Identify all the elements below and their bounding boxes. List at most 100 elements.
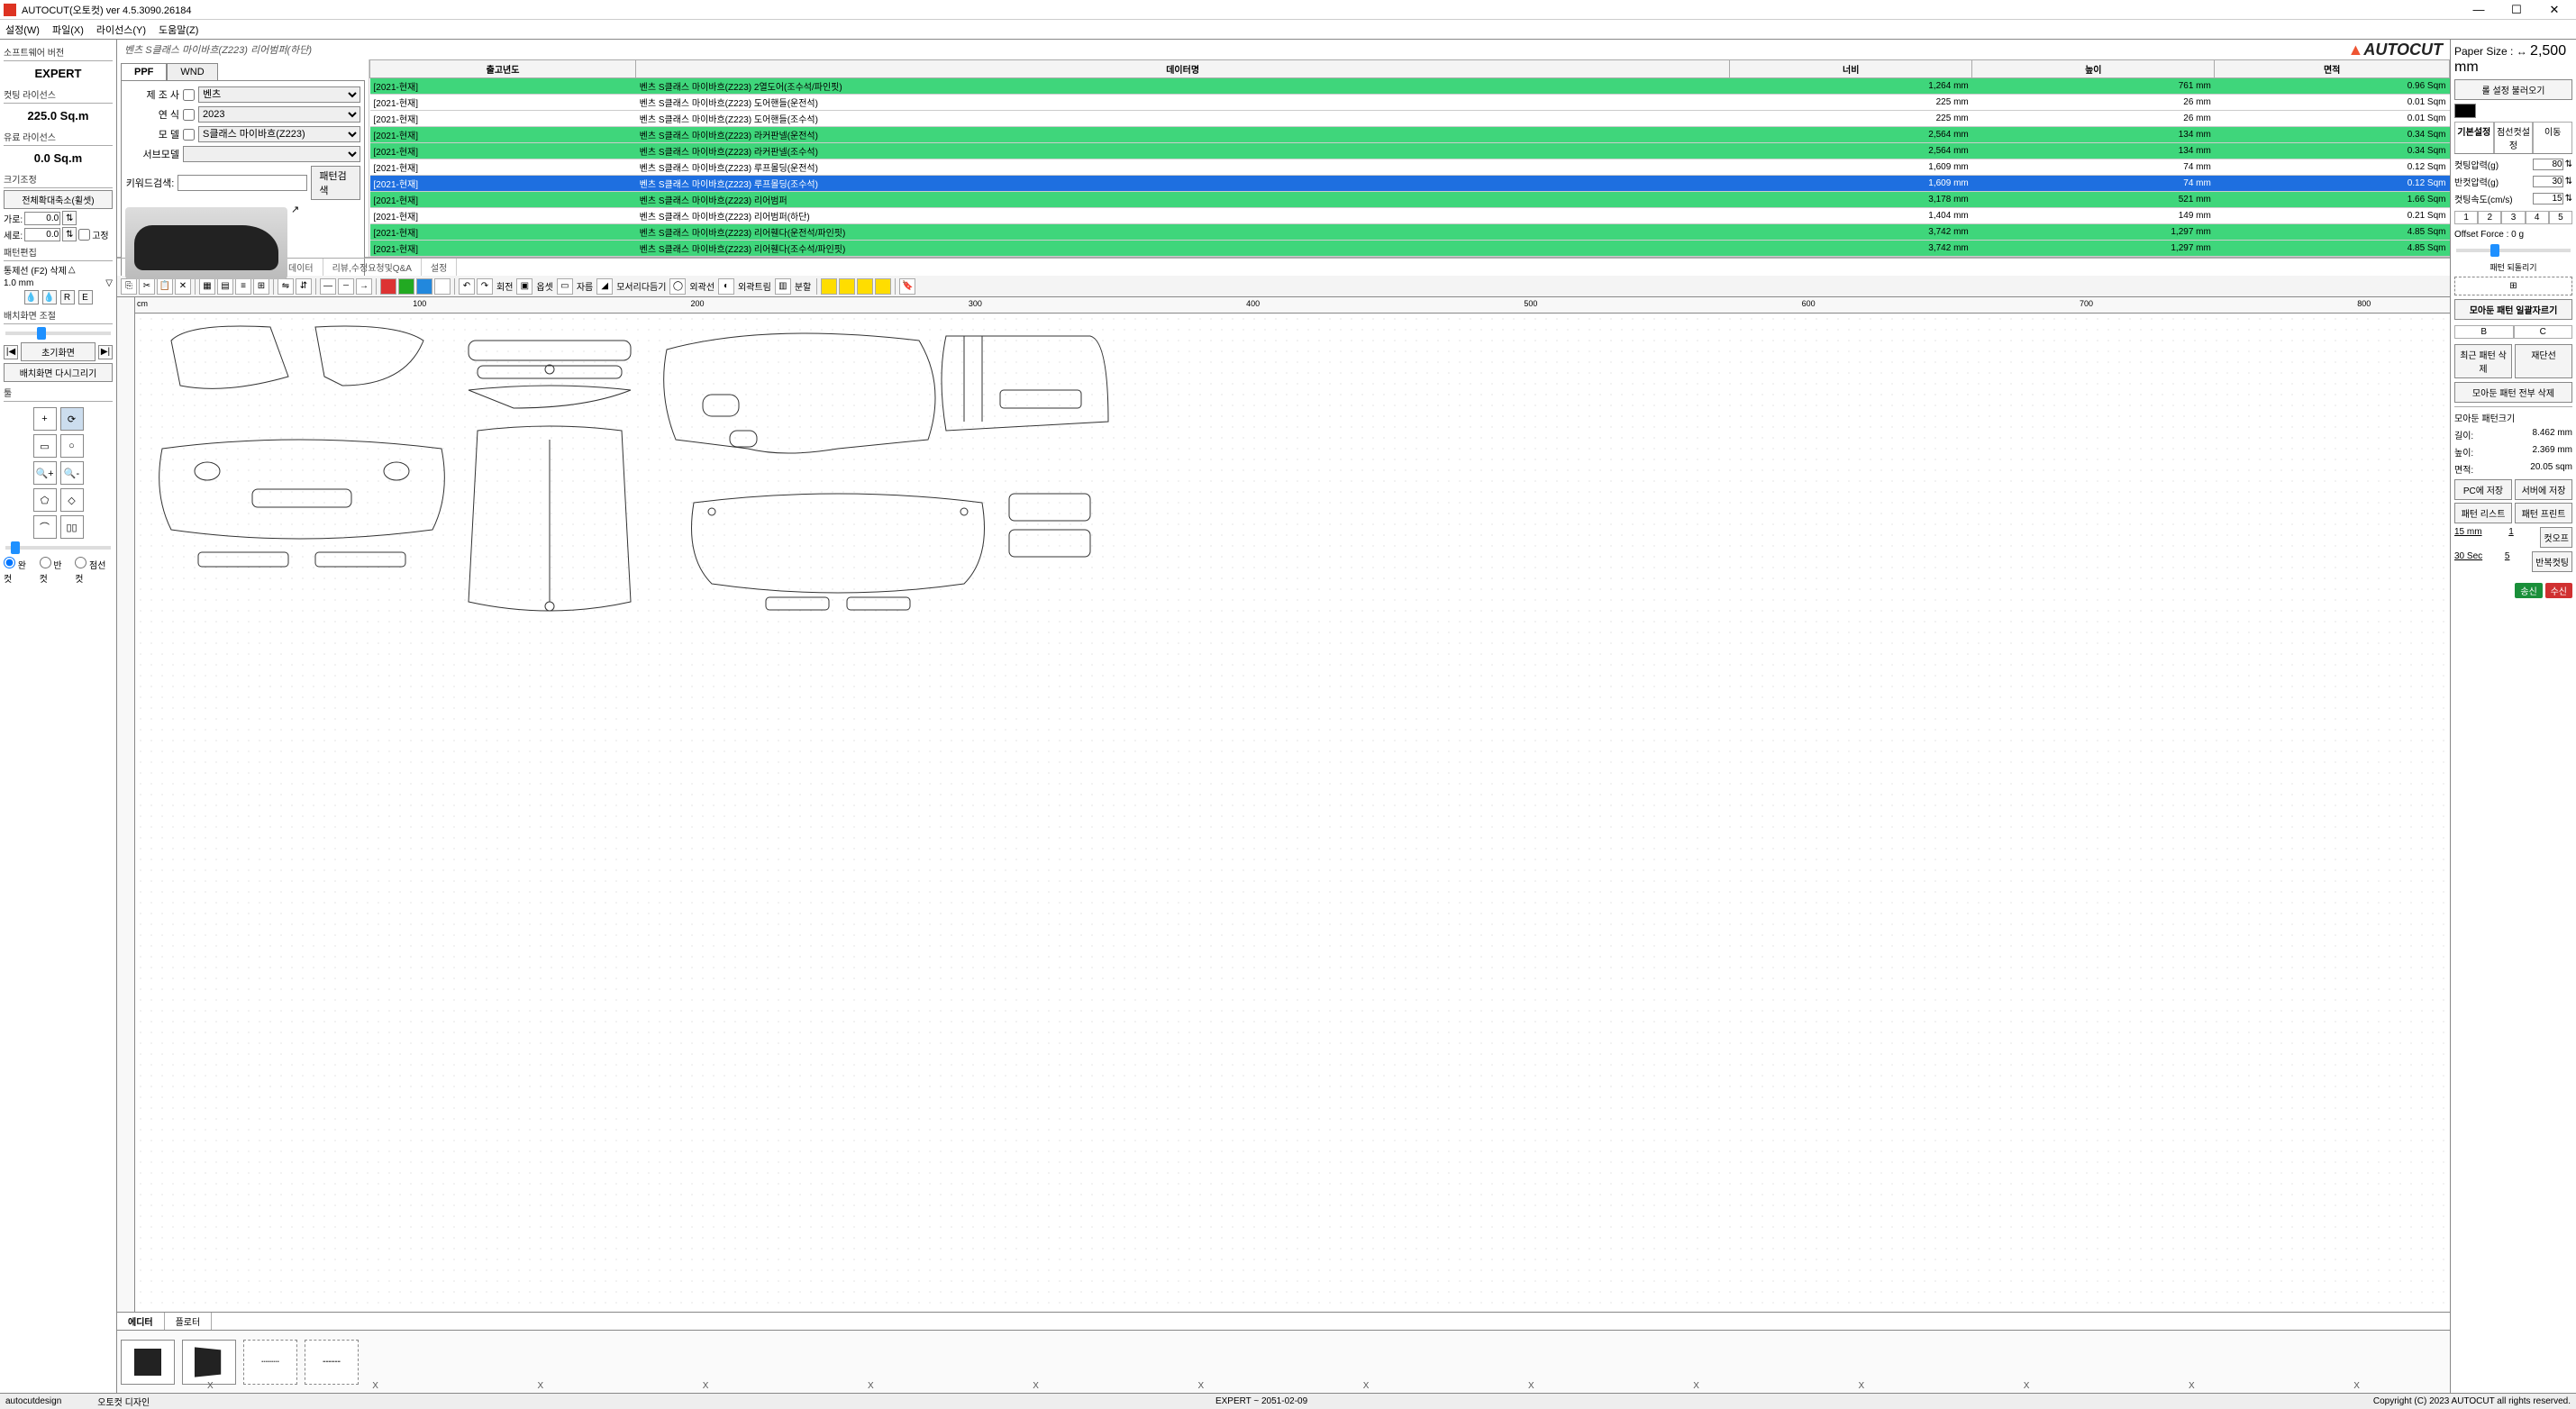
thumb-2[interactable] [182, 1340, 236, 1385]
table-row[interactable]: [2021-현재]벤츠 S클래스 마이바흐(Z223) 리어범퍼(하단)1,40… [370, 208, 2450, 224]
col-height[interactable]: 높이 [1972, 60, 2215, 78]
tb-flip-h-icon[interactable]: ⇋ [278, 278, 294, 295]
tool-shape[interactable]: ◇ [60, 488, 84, 512]
pattern-drop-zone[interactable]: ⊞ [2454, 277, 2572, 295]
del-all-button[interactable]: 모아둔 패턴 전부 삭제 [2454, 382, 2572, 403]
tool-zoom-out[interactable]: 🔍- [60, 461, 84, 485]
tb-red-icon[interactable] [380, 278, 396, 295]
thumb-3[interactable]: ┄┄┄ [243, 1340, 297, 1385]
table-row[interactable]: [2021-현재]벤츠 S클래스 마이바흐(Z223) 라커판넬(운전석)2,5… [370, 127, 2450, 143]
cut-pressure-input[interactable] [2533, 159, 2563, 170]
maker-select[interactable]: 벤츠 [198, 86, 360, 103]
collected-cut-button[interactable]: 모아둔 패턴 일괄자르기 [2454, 299, 2572, 320]
tool-plus[interactable]: + [33, 407, 57, 431]
width-input[interactable] [24, 212, 60, 225]
tb-green-icon[interactable] [398, 278, 414, 295]
tb-copy-icon[interactable]: ⎘ [121, 278, 137, 295]
rtab-move[interactable]: 이동 [2533, 122, 2572, 153]
drop-icon-2[interactable]: 💧 [42, 290, 57, 305]
thumb-4[interactable]: ╌╌╌ [305, 1340, 359, 1385]
tab-ppf[interactable]: PPF [121, 63, 167, 80]
maker-check[interactable] [183, 89, 195, 101]
cut-speed-input[interactable] [2533, 193, 2563, 205]
tool-arc[interactable]: ⌒ [33, 515, 57, 539]
col-name[interactable]: 데이터명 [636, 60, 1730, 78]
height-input[interactable] [24, 228, 60, 241]
repeat-cut-button[interactable]: 반복컷팅 [2532, 551, 2572, 572]
tb-white-icon[interactable] [434, 278, 451, 295]
tb-offset-icon[interactable]: ▣ [516, 278, 532, 295]
tb-delete-icon[interactable]: ✕ [175, 278, 191, 295]
table-row[interactable]: [2021-현재]벤츠 S클래스 마이바흐(Z223) 리어휀다(운전석/파인핏… [370, 224, 2450, 241]
tb-flip-v-icon[interactable]: ⇵ [296, 278, 312, 295]
redraw-button[interactable]: 배치화면 다시그리기 [4, 363, 113, 382]
tool-polygon[interactable]: ⬠ [33, 488, 57, 512]
tb-tag-icon[interactable]: 🔖 [899, 278, 915, 295]
tb-dash-icon[interactable]: ┄ [338, 278, 354, 295]
tb-ungroup-icon[interactable]: ▤ [217, 278, 233, 295]
tb-cut-icon2[interactable]: ▭ [557, 278, 573, 295]
minimize-button[interactable]: — [2461, 1, 2497, 19]
tab-wnd[interactable]: WND [167, 63, 217, 80]
tb-yellow2-icon[interactable] [839, 278, 855, 295]
col-year[interactable]: 출고년도 [370, 60, 636, 78]
col-area[interactable]: 면적 [2215, 60, 2450, 78]
tb-yellow3-icon[interactable] [857, 278, 873, 295]
pattern-print-button[interactable]: 패턴 프린트 [2515, 503, 2572, 523]
tool-zoom-in[interactable]: 🔍+ [33, 461, 57, 485]
tb-split-icon[interactable]: ▥ [775, 278, 791, 295]
fix-checkbox[interactable] [78, 229, 90, 241]
popout-icon[interactable]: ↗ [291, 204, 299, 215]
tool-rect[interactable]: ▭ [33, 434, 57, 458]
tb-arrow-icon[interactable]: → [356, 278, 372, 295]
col-width[interactable]: 너비 [1730, 60, 1972, 78]
lock-icon-3[interactable]: ⇅ [2565, 194, 2572, 204]
year-select[interactable]: 2023 [198, 106, 360, 123]
pc-save-button[interactable]: PC에 저장 [2454, 479, 2512, 500]
thumb-1[interactable] [121, 1340, 175, 1385]
five[interactable]: 5 [2505, 551, 2510, 572]
table-row[interactable]: [2021-현재]벤츠 S클래스 마이바흐(Z223) 도어핸들(운전석)225… [370, 95, 2450, 111]
table-row[interactable]: [2021-현재]벤츠 S클래스 마이바흐(Z223) 본넷(파인핏)1,743… [370, 257, 2450, 258]
tb-yellow1-icon[interactable] [821, 278, 837, 295]
tb-cut-icon[interactable]: ✂ [139, 278, 155, 295]
radio-full-cut[interactable]: 완 컷 [4, 557, 36, 585]
model-check[interactable] [183, 129, 195, 141]
table-row[interactable]: [2021-현재]벤츠 S클래스 마이바흐(Z223) 2열도어(조수석/파인핏… [370, 78, 2450, 95]
year-check[interactable] [183, 109, 195, 121]
tab-editor[interactable]: 에디터 [117, 1313, 165, 1330]
one[interactable]: 1 [2508, 527, 2514, 548]
subtab-settings[interactable]: 설정 [422, 259, 457, 276]
cutoff-button[interactable]: 컷오프 [2540, 527, 2572, 548]
next-button[interactable]: ▶| [98, 345, 113, 359]
tb-align-icon[interactable]: ≡ [235, 278, 251, 295]
load-roll-button[interactable]: 롤 설정 불러오기 [2454, 79, 2572, 100]
drop-icon-1[interactable]: 💧 [24, 290, 39, 305]
tb-paste-icon[interactable]: 📋 [157, 278, 173, 295]
recent-del-button[interactable]: 최근 패턴 삭제 [2454, 344, 2512, 378]
table-row[interactable]: [2021-현재]벤츠 S클래스 마이바흐(Z223) 도어핸들(조수석)225… [370, 111, 2450, 127]
table-row[interactable]: [2021-현재]벤츠 S클래스 마이바흐(Z223) 루프몰딩(조수석)1,6… [370, 176, 2450, 192]
color-swatch[interactable] [2454, 104, 2476, 118]
height-lock-icon[interactable]: ⇅ [62, 227, 77, 241]
tb-corner-icon[interactable]: ◢ [596, 278, 613, 295]
init-screen-button[interactable]: 초기화면 [21, 342, 96, 361]
tb-line-icon[interactable]: — [320, 278, 336, 295]
full-zoom-button[interactable]: 전체확대축소(휠셋) [4, 190, 113, 209]
bg-slider[interactable] [5, 332, 111, 335]
offset-slider[interactable] [2456, 249, 2571, 252]
tool-circle[interactable]: ○ [60, 434, 84, 458]
search-button[interactable]: 패턴검색 [311, 166, 360, 200]
tb-undo-icon[interactable]: ↶ [459, 278, 475, 295]
tb-outline-icon[interactable]: ◯ [669, 278, 686, 295]
server-save-button[interactable]: 서버에 저장 [2515, 479, 2572, 500]
table-row[interactable]: [2021-현재]벤츠 S클래스 마이바흐(Z223) 루프몰딩(운전석)1,6… [370, 159, 2450, 176]
rtab-dotted[interactable]: 점선컷설정 [2494, 122, 2534, 153]
menu-file[interactable]: 파일(X) [52, 23, 84, 37]
lock-icon-1[interactable]: ⇅ [2565, 159, 2572, 169]
lock-icon-2[interactable]: ⇅ [2565, 177, 2572, 186]
recut-button[interactable]: 재단선 [2515, 344, 2572, 378]
tb-yellow4-icon[interactable] [875, 278, 891, 295]
tool-refresh[interactable]: ⟳ [60, 407, 84, 431]
tool-split[interactable]: ▯▯ [60, 515, 84, 539]
